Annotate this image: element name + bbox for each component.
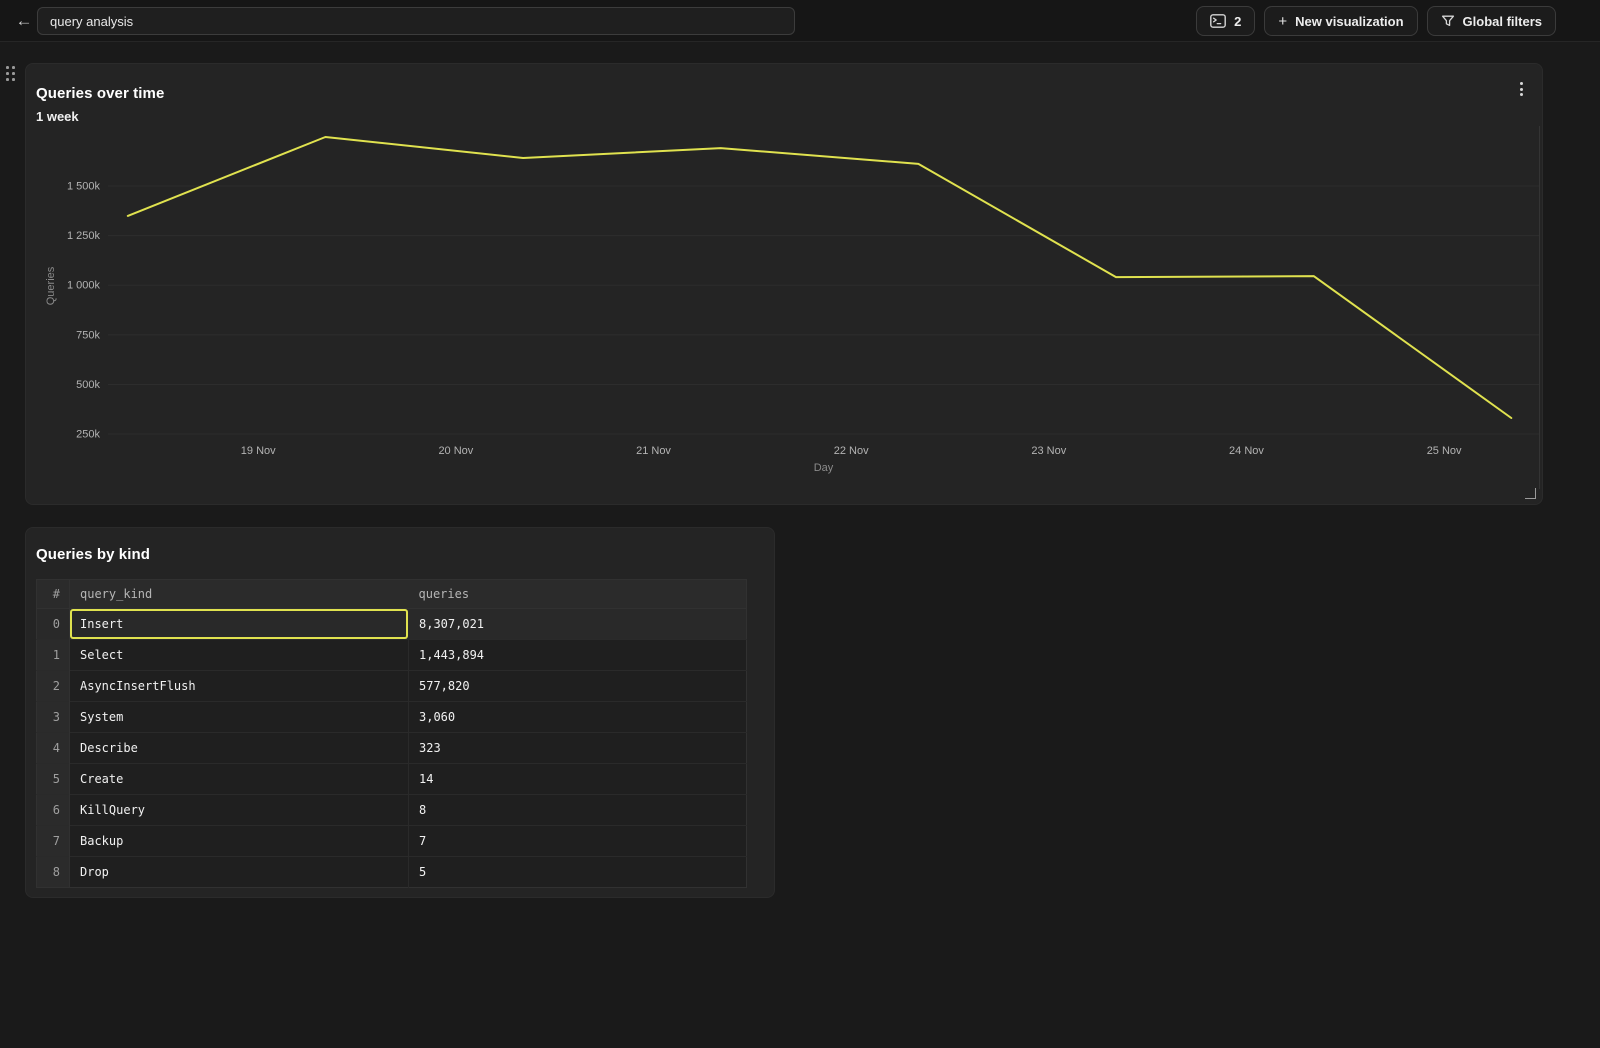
chart-titles: Queries over time 1 week — [36, 85, 164, 124]
cell-row-index: 7 — [36, 825, 70, 857]
global-filters-label: Global filters — [1462, 13, 1542, 29]
x-tick-label: 25 Nov — [1427, 445, 1462, 457]
table-row: 5 Create 14 — [36, 763, 747, 795]
x-tick-label: 20 Nov — [438, 445, 473, 457]
cell-query-kind[interactable]: Insert — [69, 608, 409, 640]
back-button[interactable]: ← — [10, 8, 38, 34]
y-tick-label: 1 000k — [67, 280, 101, 292]
kebab-icon — [1519, 82, 1523, 85]
table-row: 1 Select 1,443,894 — [36, 639, 747, 671]
new-visualization-label: New visualization — [1295, 13, 1404, 29]
global-filters-button[interactable]: Global filters — [1426, 6, 1556, 36]
table-panel: Queries by kind # query_kind queries 0 Inser… — [25, 527, 775, 898]
cell-queries[interactable]: 14 — [408, 763, 747, 795]
table-row: 3 System 3,060 — [36, 701, 747, 733]
back-arrow-icon: ← — [15, 11, 33, 30]
panel-drag-handle-icon[interactable] — [6, 66, 19, 83]
y-tick-label: 500k — [76, 379, 100, 391]
cell-query-kind[interactable]: Select — [69, 639, 409, 671]
y-tick-label: 250k — [76, 429, 100, 441]
cell-row-index: 1 — [36, 639, 70, 671]
column-header-index[interactable]: # — [36, 579, 70, 609]
dashboard-title-input[interactable] — [37, 7, 795, 35]
column-header-query_kind[interactable]: query_kind — [69, 579, 409, 609]
x-tick-label: 23 Nov — [1031, 445, 1066, 457]
tab-count: 2 — [1234, 13, 1242, 29]
cell-query-kind[interactable]: Drop — [69, 856, 409, 888]
cell-row-index: 5 — [36, 763, 70, 795]
plus-icon: + — [1278, 12, 1288, 30]
panel-resize-handle[interactable] — [1525, 488, 1536, 499]
cell-queries[interactable]: 5 — [408, 856, 747, 888]
new-visualization-button[interactable]: + New visualization — [1264, 6, 1418, 36]
cell-queries[interactable]: 8 — [408, 794, 747, 826]
table-row: 7 Backup 7 — [36, 825, 747, 857]
x-tick-label: 22 Nov — [834, 445, 869, 457]
cell-query-kind[interactable]: System — [69, 701, 409, 733]
column-header-queries[interactable]: queries — [408, 579, 747, 609]
topbar: ← 2 + New visualization Global filters — [0, 0, 1600, 42]
cell-query-kind[interactable]: Describe — [69, 732, 409, 764]
table-row: 8 Drop 5 — [36, 856, 747, 888]
cell-queries[interactable]: 1,443,894 — [408, 639, 747, 671]
chart-menu-button[interactable] — [1512, 78, 1530, 100]
cell-queries[interactable]: 8,307,021 — [408, 608, 747, 640]
chart-subtitle: 1 week — [36, 109, 79, 124]
queries-by-kind-table: # query_kind queries 0 Insert 8,307,021 1 Selec… — [36, 579, 747, 888]
x-tick-label: 21 Nov — [636, 445, 671, 457]
x-tick-label: 19 Nov — [241, 445, 276, 457]
cell-row-index: 4 — [36, 732, 70, 764]
funnel-icon — [1441, 15, 1454, 27]
cell-row-index: 8 — [36, 856, 70, 888]
cell-row-index: 6 — [36, 794, 70, 826]
series-line-queries — [126, 136, 1513, 419]
query-tabs-count-button[interactable]: 2 — [1196, 6, 1256, 36]
x-axis-title: Day — [814, 462, 834, 474]
cell-queries[interactable]: 577,820 — [408, 670, 747, 702]
cell-row-index: 3 — [36, 701, 70, 733]
y-tick-label: 1 250k — [67, 230, 101, 242]
chart-panel: Queries over time 1 week 250k 500k 750k 1 0… — [25, 63, 1543, 505]
cell-queries[interactable]: 323 — [408, 732, 747, 764]
queries-over-time-line-chart[interactable]: 250k 500k 750k 1 000k 1 250k 1 500k 19 Nov 20 N… — [26, 64, 1544, 506]
table-row: 6 KillQuery 8 — [36, 794, 747, 826]
table-row: 4 Describe 323 — [36, 732, 747, 764]
table-row: 2 AsyncInsertFlush 577,820 — [36, 670, 747, 702]
y-tick-label: 750k — [76, 329, 100, 341]
table-title: Queries by kind — [36, 546, 151, 563]
chart-title: Queries over time — [36, 85, 165, 102]
y-axis-title: Queries — [45, 266, 57, 305]
terminal-window-icon — [1210, 14, 1227, 28]
y-tick-label: 1 500k — [67, 180, 101, 192]
x-tick-label: 24 Nov — [1229, 445, 1264, 457]
cell-queries[interactable]: 3,060 — [408, 701, 747, 733]
table-row: 0 Insert 8,307,021 — [36, 608, 747, 640]
topbar-actions: 2 + New visualization Global filters — [1196, 6, 1556, 36]
cell-query-kind[interactable]: KillQuery — [69, 794, 409, 826]
table-header-row: # query_kind queries — [36, 579, 747, 609]
cell-query-kind[interactable]: Backup — [69, 825, 409, 857]
cell-row-index: 2 — [36, 670, 70, 702]
cell-query-kind[interactable]: AsyncInsertFlush — [69, 670, 409, 702]
cell-query-kind[interactable]: Create — [69, 763, 409, 795]
cell-queries[interactable]: 7 — [408, 825, 747, 857]
cell-row-index: 0 — [36, 608, 70, 640]
